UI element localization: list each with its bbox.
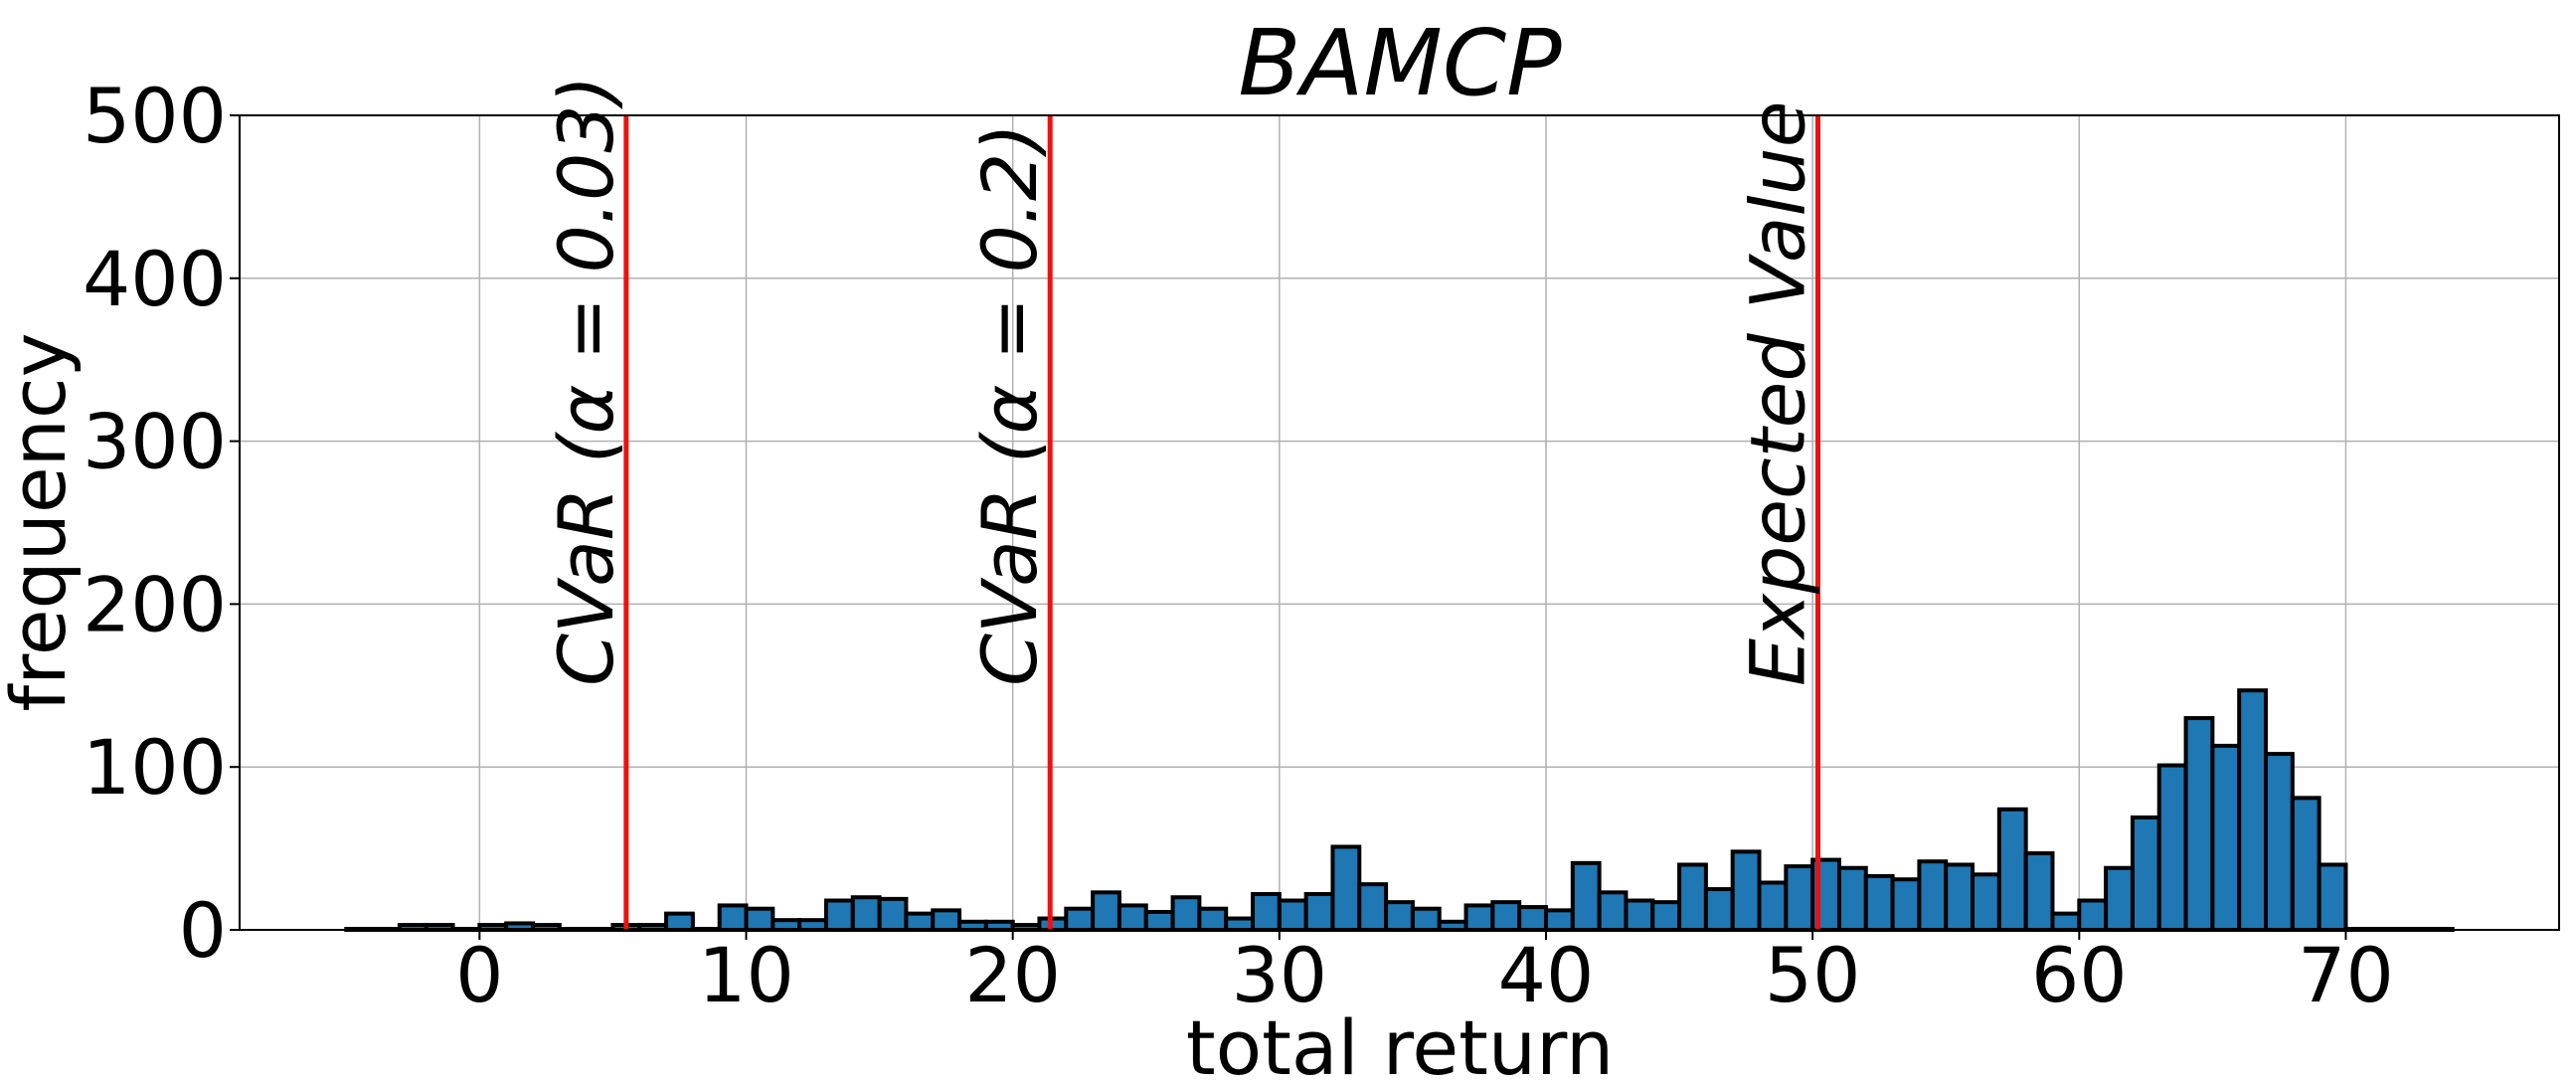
y-tick-label: 500 [83, 72, 227, 160]
histogram-bar [1890, 877, 1922, 932]
histogram-bar [1197, 906, 1229, 932]
histogram-bar [1624, 898, 1655, 932]
histogram-bars [344, 688, 2455, 933]
histogram-bar [2183, 716, 2215, 932]
histogram-bar [2237, 688, 2269, 932]
histogram-bar [1863, 873, 1895, 932]
histogram-bar [1836, 865, 1868, 932]
histogram-bar [983, 919, 1015, 932]
histogram-bar [744, 906, 775, 932]
reference-line-label: CVaR (α = 0.03) [542, 76, 630, 686]
histogram-bar [1143, 909, 1175, 932]
histogram-bar [931, 908, 962, 932]
histogram-bar [1784, 864, 1815, 932]
histogram-bar [1971, 872, 2001, 932]
histogram-bar [2290, 796, 2321, 933]
histogram-bar [1330, 844, 1362, 932]
histogram-bar [1917, 859, 1949, 932]
y-tick-label: 0 [179, 886, 227, 975]
histogram-bar [1517, 905, 1548, 932]
histogram-bar [1357, 882, 1389, 932]
histogram-bar [823, 898, 855, 932]
histogram-bar [664, 911, 695, 932]
histogram-bar [2023, 851, 2055, 932]
histogram-bar [771, 918, 802, 932]
y-tick-label: 200 [83, 560, 227, 648]
histogram-bar [1303, 891, 1335, 932]
histogram-bar [1437, 919, 1468, 932]
histogram-bar [1224, 916, 1256, 932]
y-tick-label: 400 [83, 235, 227, 323]
y-tick-label: 100 [83, 723, 227, 812]
histogram-bar [957, 919, 988, 932]
histogram-bar [1677, 862, 1708, 932]
x-axis-ticks: 0 10 20 30 40 50 60 70 [455, 930, 2394, 1019]
histogram-bar [1570, 860, 1602, 932]
reference-line-label: CVaR (α = 0.2) [965, 123, 1054, 686]
histogram-bar [1543, 908, 1575, 932]
histogram-bar [2317, 862, 2348, 932]
histogram-bar [877, 896, 909, 932]
histogram-bar [1597, 890, 1629, 932]
histogram-bar [2077, 898, 2109, 932]
histogram-bar [1251, 891, 1282, 932]
histogram-bar [717, 903, 749, 932]
x-tick-label: 0 [455, 931, 503, 1019]
x-tick-label: 50 [1765, 931, 1861, 1019]
histogram-bar [1463, 903, 1495, 932]
histogram-bar [797, 918, 828, 932]
histogram-bar [1091, 890, 1121, 932]
reference-lines: CVaR (α = 0.03) CVaR (α = 0.2) Expected Va… [542, 76, 1822, 930]
x-tick-label: 60 [2031, 931, 2128, 1019]
histogram-bar [1490, 900, 1522, 932]
reference-line-label: Expected Value [1734, 101, 1822, 686]
histogram-bar [1064, 906, 1096, 932]
histogram-bar [1650, 900, 1682, 932]
histogram-bar [1410, 906, 1442, 932]
histogram-bar [1996, 807, 2028, 933]
chart-title: BAMCP [1238, 10, 1562, 116]
histogram-bar [2264, 752, 2295, 933]
histogram-bar [2050, 911, 2082, 932]
y-tick-label: 300 [83, 398, 227, 486]
histogram-bar [2104, 865, 2135, 932]
x-tick-label: 10 [698, 931, 794, 1019]
histogram-bar [2156, 763, 2188, 933]
plot-frame [239, 114, 2560, 931]
x-tick-label: 40 [1498, 931, 1595, 1019]
histogram-bar [1116, 903, 1148, 932]
histogram-bar [1757, 880, 1789, 932]
y-axis-label: frequency [0, 332, 83, 711]
histogram-bar [1703, 887, 1735, 932]
x-tick-label: 30 [1231, 931, 1327, 1019]
histogram-bar [850, 895, 882, 932]
x-axis-label: total return [1186, 1003, 1614, 1086]
x-tick-label: 70 [2298, 931, 2394, 1019]
histogram-bar [1277, 898, 1308, 932]
histogram-bar [904, 911, 936, 932]
histogram-bar [1170, 895, 1202, 932]
y-axis-ticks: 0 100 200 300 400 500 [83, 72, 240, 975]
histogram-bar [1037, 916, 1069, 932]
histogram-bar [1730, 849, 1762, 932]
histogram-bar [1944, 862, 1975, 932]
histogram-bar [2130, 814, 2161, 933]
histogram-bar [2210, 743, 2242, 932]
x-tick-label: 20 [964, 931, 1061, 1019]
histogram-bar [1384, 900, 1415, 932]
